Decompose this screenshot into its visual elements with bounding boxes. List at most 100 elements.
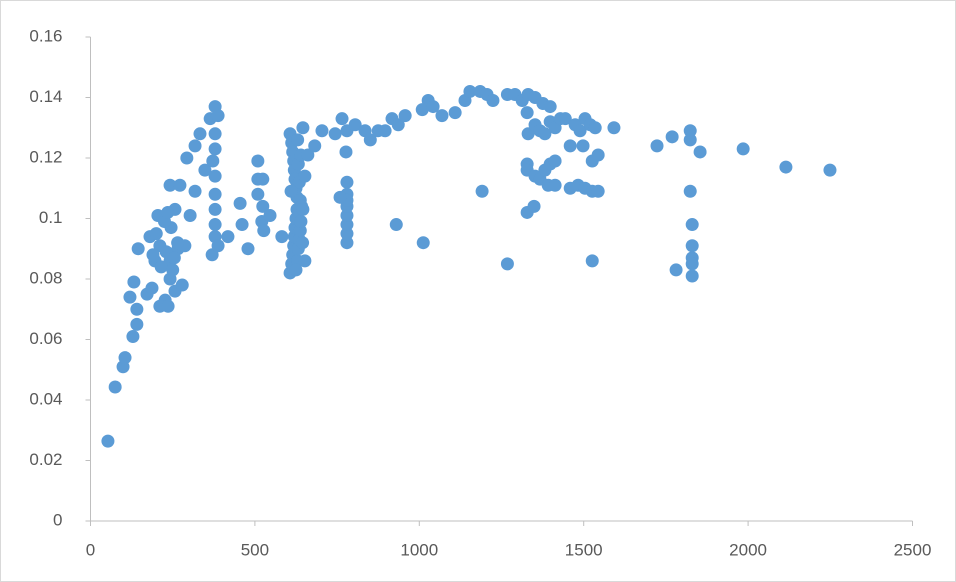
point [486, 94, 500, 108]
y-tick-label: 0 [53, 510, 62, 529]
point [211, 239, 225, 253]
point [188, 184, 202, 198]
point [193, 127, 207, 141]
point [685, 218, 699, 232]
point [251, 154, 265, 168]
point [548, 178, 562, 192]
point [398, 109, 412, 123]
point [683, 184, 697, 198]
point [520, 106, 534, 120]
point [558, 112, 572, 126]
point [256, 172, 270, 186]
point [208, 218, 222, 232]
point [685, 257, 699, 271]
point [154, 260, 168, 274]
point [296, 121, 310, 135]
point [591, 184, 605, 198]
point [563, 139, 577, 153]
y-tick-label: 0.04 [29, 389, 62, 408]
point [521, 127, 535, 141]
point [221, 230, 235, 244]
point [163, 178, 177, 192]
point [333, 190, 347, 204]
point [126, 329, 140, 343]
point [736, 142, 750, 156]
point [527, 199, 541, 213]
point [548, 154, 562, 168]
point [173, 178, 187, 192]
point [669, 263, 683, 277]
y-tick-label: 0.1 [39, 208, 63, 227]
point [416, 236, 430, 250]
point [363, 133, 377, 147]
point [127, 275, 141, 289]
point [340, 227, 354, 241]
point [198, 163, 212, 177]
point [391, 118, 405, 132]
point [131, 242, 145, 256]
point [378, 124, 392, 138]
point [275, 230, 289, 244]
point [340, 218, 354, 232]
point [339, 145, 353, 159]
point [233, 196, 247, 210]
point [123, 290, 137, 304]
point [823, 163, 837, 177]
point [685, 239, 699, 253]
point [340, 175, 354, 189]
point [463, 84, 477, 98]
point [180, 151, 194, 165]
x-tick-label: 1500 [565, 540, 603, 559]
point [389, 218, 403, 232]
point [576, 139, 590, 153]
y-tick-label: 0.16 [29, 26, 62, 45]
point [208, 169, 222, 183]
y-tick-label: 0.06 [29, 329, 62, 348]
point [101, 434, 115, 448]
point [683, 133, 697, 147]
point [296, 202, 310, 216]
point [118, 351, 132, 365]
point [779, 160, 793, 174]
point [308, 139, 322, 153]
point [448, 106, 462, 120]
point [301, 148, 315, 162]
point [683, 124, 697, 138]
point [426, 100, 440, 114]
point [130, 317, 144, 331]
point [161, 299, 175, 313]
y-tick-label: 0.14 [29, 87, 62, 106]
point [296, 236, 310, 250]
y-tick-label: 0.02 [29, 450, 62, 469]
point [251, 187, 265, 201]
point [340, 208, 354, 222]
point [130, 302, 144, 316]
point [161, 205, 175, 219]
x-tick-label: 2500 [894, 540, 932, 559]
x-tick-label: 1000 [400, 540, 438, 559]
point [475, 184, 489, 198]
point [588, 121, 602, 135]
point [573, 124, 587, 138]
point [585, 254, 599, 268]
point [500, 257, 514, 271]
point [263, 208, 277, 222]
point [211, 109, 225, 123]
point [146, 248, 160, 262]
point [257, 224, 271, 238]
point [328, 127, 342, 141]
point [183, 208, 197, 222]
x-tick-label: 0 [86, 540, 95, 559]
point [538, 127, 552, 141]
point [348, 118, 362, 132]
point [294, 215, 308, 229]
point [298, 169, 312, 183]
point [208, 127, 222, 141]
point [256, 199, 270, 213]
point [208, 187, 222, 201]
point [235, 218, 249, 232]
point [284, 184, 298, 198]
point [108, 380, 122, 394]
x-tick-label: 2000 [729, 540, 767, 559]
